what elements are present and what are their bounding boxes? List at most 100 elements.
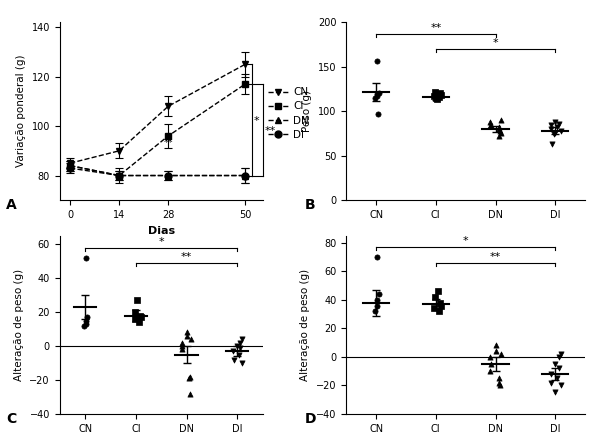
Point	[495, 375, 504, 382]
Point	[496, 351, 506, 358]
Text: C: C	[6, 412, 16, 426]
Point	[552, 124, 562, 131]
Point	[235, 344, 245, 351]
Text: A: A	[6, 198, 17, 212]
Point	[496, 117, 506, 124]
Point	[81, 320, 90, 328]
Point	[495, 382, 504, 389]
Point	[136, 314, 145, 321]
Point	[430, 294, 440, 301]
Text: **: **	[164, 138, 173, 148]
Point	[494, 125, 504, 133]
Point	[485, 123, 494, 130]
Point	[236, 339, 245, 346]
Point	[435, 308, 444, 315]
Point	[182, 329, 192, 336]
Point	[436, 90, 445, 97]
Point	[82, 314, 92, 321]
Point	[374, 291, 383, 298]
Point	[372, 57, 381, 64]
Point	[495, 124, 504, 131]
Point	[130, 308, 140, 316]
Point	[372, 93, 381, 100]
Point	[133, 297, 142, 304]
Point	[432, 94, 441, 101]
Point	[491, 348, 501, 355]
Point	[238, 336, 247, 343]
Point	[556, 351, 566, 358]
Point	[134, 319, 143, 326]
Point	[185, 373, 195, 380]
Point	[432, 95, 441, 102]
Point	[186, 336, 196, 343]
Point	[485, 353, 495, 360]
Point	[485, 368, 494, 375]
Text: **: **	[430, 23, 441, 33]
Y-axis label: Peso (g): Peso (g)	[303, 90, 312, 132]
Point	[433, 288, 442, 295]
Point	[130, 316, 140, 323]
Point	[184, 375, 194, 382]
Point	[229, 356, 238, 363]
Point	[554, 365, 564, 372]
Point	[494, 379, 504, 386]
Point	[370, 94, 380, 101]
Point	[491, 342, 501, 349]
Point	[436, 92, 446, 99]
Point	[430, 305, 439, 312]
Point	[177, 343, 187, 350]
Point	[135, 312, 144, 319]
Point	[546, 122, 555, 129]
Point	[554, 353, 564, 360]
Point	[546, 379, 556, 386]
Point	[373, 110, 383, 117]
Point	[234, 351, 244, 358]
Point	[237, 360, 247, 367]
Point	[430, 88, 440, 95]
Point	[486, 360, 496, 368]
Point	[550, 360, 559, 368]
Point	[495, 127, 504, 134]
Point	[373, 91, 382, 98]
Y-axis label: Alteração de peso (g): Alteração de peso (g)	[14, 269, 24, 381]
Point	[550, 389, 560, 396]
Text: D: D	[304, 412, 316, 426]
Point	[372, 302, 381, 309]
Y-axis label: Alteração de peso (g): Alteração de peso (g)	[300, 269, 310, 381]
Point	[436, 299, 445, 306]
Point	[186, 390, 195, 397]
Point	[229, 348, 238, 355]
Point	[81, 317, 91, 324]
Point	[486, 121, 496, 128]
Point	[485, 118, 495, 125]
Text: **: **	[264, 126, 276, 136]
Legend: CN, CI, DN, DI: CN, CI, DN, DI	[268, 87, 309, 140]
Point	[370, 308, 380, 315]
Point	[546, 125, 556, 133]
Point	[435, 93, 444, 101]
Point	[497, 130, 506, 137]
Point	[549, 131, 559, 138]
Point	[430, 93, 439, 100]
Point	[436, 302, 446, 309]
Y-axis label: Variação ponderal (g): Variação ponderal (g)	[16, 55, 26, 167]
Point	[550, 129, 560, 136]
Point	[546, 370, 555, 377]
Text: *: *	[158, 237, 164, 247]
Point	[554, 120, 564, 127]
Point	[232, 343, 242, 350]
Point	[494, 133, 504, 140]
Point	[81, 255, 90, 262]
Text: B: B	[304, 198, 315, 212]
Point	[547, 141, 557, 148]
Point	[79, 322, 89, 329]
Point	[183, 332, 192, 340]
Text: **: **	[181, 252, 192, 262]
Point	[372, 254, 381, 261]
Text: *: *	[254, 116, 260, 126]
X-axis label: Dias: Dias	[147, 226, 175, 235]
Point	[374, 89, 383, 96]
Text: *: *	[463, 236, 469, 246]
Point	[550, 118, 559, 125]
Text: *: *	[493, 38, 498, 48]
